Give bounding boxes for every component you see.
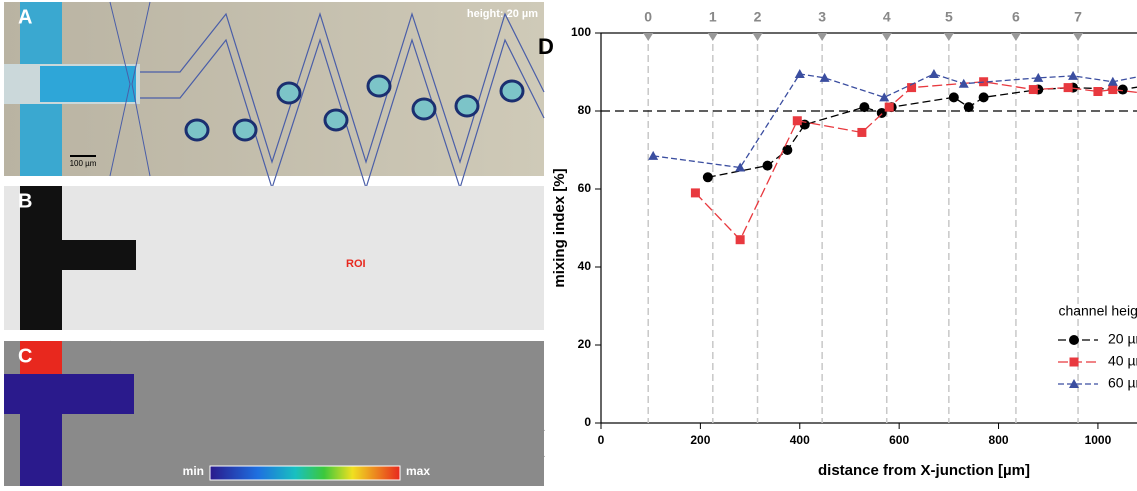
droplet: [184, 118, 210, 142]
position-marker: [752, 33, 763, 41]
legend-marker: [1069, 335, 1079, 345]
data-point: [879, 92, 890, 102]
x2-tick-label: 0: [644, 9, 652, 25]
colorbar-max: max: [406, 464, 430, 478]
channel-wall: [140, 12, 545, 165]
x-tick-label: 200: [690, 433, 710, 447]
data-point: [907, 83, 917, 93]
x2-tick-label: 6: [1012, 9, 1020, 25]
data-point: [963, 102, 974, 113]
data-point: [1033, 72, 1044, 82]
data-point: [1063, 83, 1073, 93]
droplet: [454, 94, 480, 118]
panel-label: B: [18, 190, 32, 212]
position-marker: [943, 33, 954, 41]
y-tick-label: 60: [578, 181, 592, 195]
y-tick-label: 80: [578, 103, 592, 117]
legend-marker: [1069, 379, 1079, 388]
droplet: [366, 74, 392, 98]
x2-tick-label: 2: [754, 9, 762, 25]
panel-label: C: [18, 345, 32, 367]
x2-tick-label: 4: [883, 9, 891, 25]
data-point: [702, 172, 713, 183]
x2-tick-label: 3: [818, 9, 826, 25]
data-point: [819, 72, 830, 82]
y-tick-label: 100: [571, 25, 591, 39]
y-tick-label: 20: [578, 337, 592, 351]
series-line: [694, 81, 1137, 241]
droplet: [323, 108, 349, 132]
y-axis-label: mixing index [%]: [551, 168, 568, 287]
position-marker: [707, 33, 718, 41]
plot-area: [600, 32, 1137, 424]
data-point: [978, 92, 989, 103]
y-tick-label: 0: [584, 415, 591, 429]
data-point: [1028, 85, 1038, 95]
position-marker: [881, 33, 892, 41]
data-point: [948, 92, 959, 103]
panel-label: A: [18, 6, 32, 28]
x-tick-label: 600: [889, 433, 909, 447]
series-line: [707, 86, 1137, 178]
stream: [40, 240, 136, 270]
position-marker: [643, 33, 654, 41]
x-tick-label: 400: [790, 433, 810, 447]
legend-label: 60 µm: [1108, 375, 1137, 391]
series-line: [653, 73, 1137, 169]
position-marker: [817, 33, 828, 41]
outlet-channel: [20, 400, 62, 486]
colorbar: [209, 465, 401, 481]
nozzle: [109, 1, 151, 177]
data-point: [735, 162, 746, 172]
data-point: [792, 116, 802, 126]
x-tick-label: 0: [598, 433, 605, 447]
data-point: [1093, 87, 1103, 96]
droplet: [411, 97, 437, 121]
data-point: [1107, 76, 1118, 86]
data-point: [648, 150, 659, 160]
x-tick-label: 800: [989, 433, 1009, 447]
legend-label: 40 µm: [1108, 353, 1137, 369]
roi-label: ROI: [346, 258, 366, 270]
legend-marker: [1069, 357, 1079, 367]
panel-a: A height: 20 µm 100 µm: [4, 1, 545, 191]
droplet: [276, 81, 302, 105]
legend-title: channel height: [1058, 303, 1137, 319]
scale-label: 100 µm: [70, 159, 97, 168]
x2-tick-label: 7: [1074, 9, 1082, 25]
panel-label: D: [538, 34, 554, 59]
x2-tick-label: 5: [945, 9, 953, 25]
droplet: [232, 118, 258, 142]
data-point: [690, 188, 700, 198]
data-point: [782, 145, 793, 155]
position-marker: [1010, 33, 1021, 41]
data-point: [1068, 70, 1079, 80]
data-point: [1108, 85, 1118, 95]
x2-tick-label: 1: [709, 9, 717, 25]
stream: [40, 66, 136, 102]
panel-c: C min max: [4, 341, 544, 486]
data-point: [958, 78, 969, 88]
position-marker: [1073, 33, 1084, 41]
data-point: [762, 160, 773, 171]
data-point: [735, 235, 745, 245]
data-point: [794, 68, 805, 78]
data-point: [859, 102, 870, 113]
y-tick-label: 40: [578, 259, 592, 273]
legend-label: 20 µm: [1108, 331, 1137, 347]
x-axis-label: distance from X-junction [µm]: [818, 462, 1030, 479]
x-tick-label: 1000: [1085, 433, 1112, 447]
colorbar-min: min: [183, 464, 204, 478]
data-point: [884, 102, 894, 112]
data-point: [928, 68, 939, 78]
height-note: height: 20 µm: [467, 8, 538, 20]
data-point: [857, 127, 867, 137]
droplet: [499, 79, 525, 103]
data-point: [1117, 84, 1128, 95]
